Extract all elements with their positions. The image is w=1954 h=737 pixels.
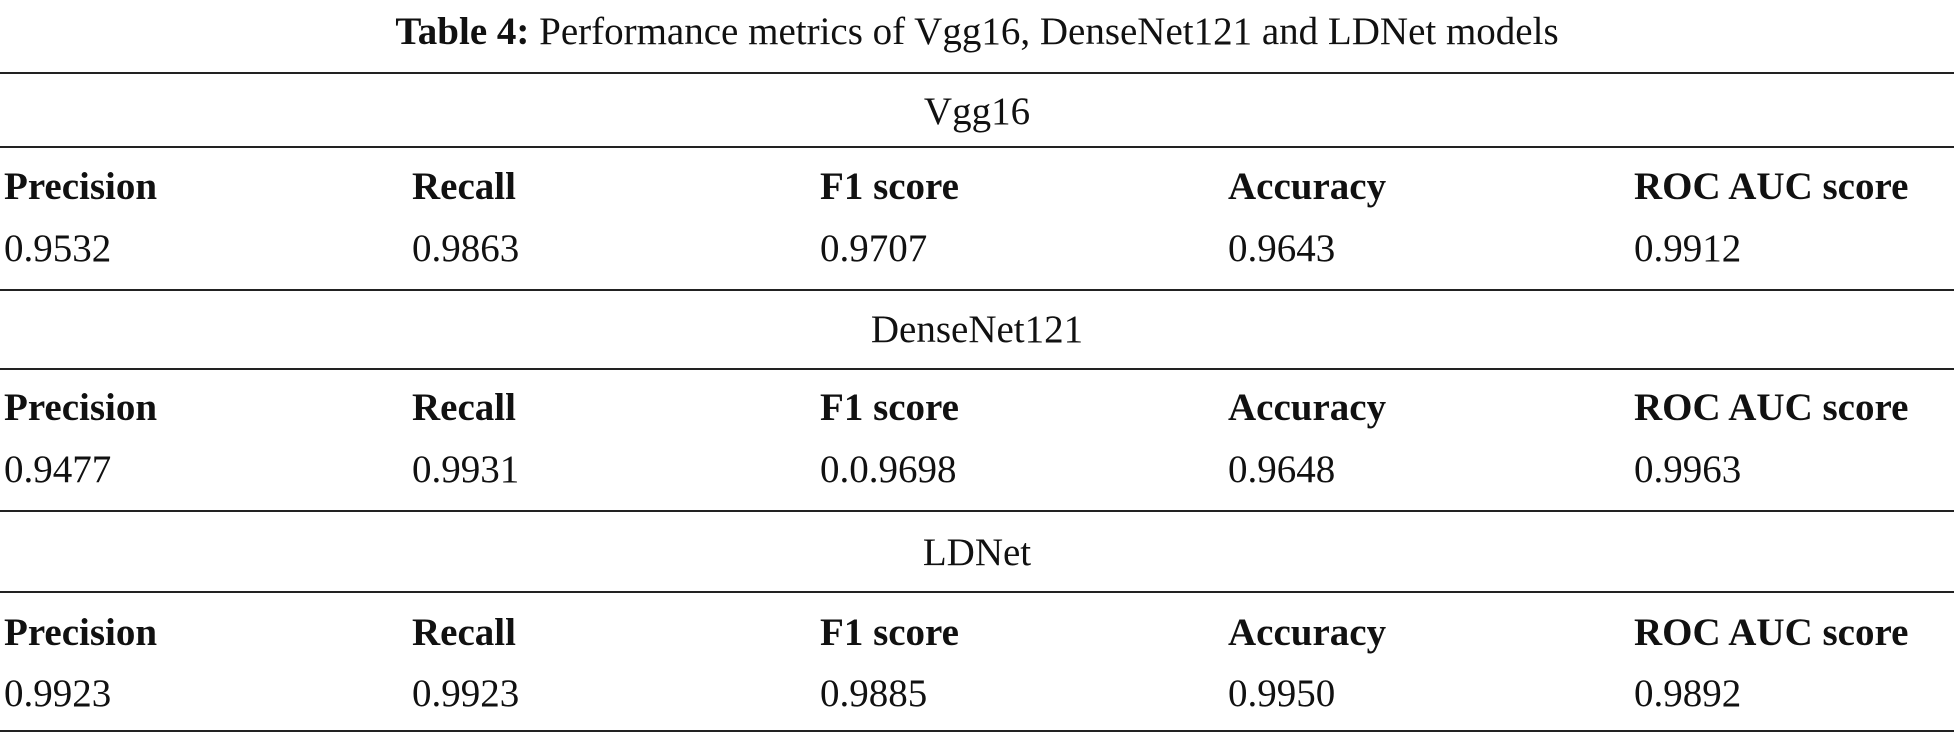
value-vgg16-roc-auc-score: 0.9912: [1634, 227, 1742, 270]
column-header-f1-score: F1 score: [820, 611, 959, 654]
table-top-rule: [0, 72, 1954, 74]
table-caption-text: Performance metrics of Vgg16, DenseNet12…: [539, 10, 1559, 53]
value-ldnet-recall: 0.9923: [412, 672, 520, 715]
group-separator-rule-2: [0, 510, 1954, 512]
value-densenet121-recall: 0.9931: [412, 448, 520, 491]
group-title-vgg16: Vgg16: [923, 90, 1031, 133]
value-ldnet-precision: 0.9923: [4, 672, 112, 715]
table-caption: Table 4: Performance metrics of Vgg16, D…: [0, 8, 1954, 66]
column-header-recall: Recall: [412, 611, 516, 654]
value-vgg16-f1-score: 0.9707: [820, 227, 928, 270]
value-densenet121-precision: 0.9477: [4, 448, 112, 491]
column-header-accuracy: Accuracy: [1228, 165, 1387, 208]
group-rule-vgg16: [0, 146, 1954, 148]
value-densenet121-f1-score: 0.0.9698: [820, 448, 957, 491]
column-header-f1-score: F1 score: [820, 165, 959, 208]
group-title-densenet121: DenseNet121: [870, 308, 1084, 351]
table-bottom-rule: [0, 730, 1954, 732]
value-vgg16-precision: 0.9532: [4, 227, 112, 270]
column-header-roc-auc-score: ROC AUC score: [1634, 386, 1909, 429]
value-ldnet-f1-score: 0.9885: [820, 672, 928, 715]
column-header-recall: Recall: [412, 165, 516, 208]
value-densenet121-roc-auc-score: 0.9963: [1634, 448, 1742, 491]
group-rule-densenet121: [0, 368, 1954, 370]
table-caption-label: Table 4:: [395, 10, 530, 53]
column-header-accuracy: Accuracy: [1228, 611, 1387, 654]
group-rule-ldnet: [0, 591, 1954, 593]
value-densenet121-accuracy: 0.9648: [1228, 448, 1336, 491]
column-header-precision: Precision: [4, 386, 158, 429]
column-header-precision: Precision: [4, 611, 158, 654]
column-header-roc-auc-score: ROC AUC score: [1634, 165, 1909, 208]
value-vgg16-accuracy: 0.9643: [1228, 227, 1336, 270]
column-header-roc-auc-score: ROC AUC score: [1634, 611, 1909, 654]
column-header-precision: Precision: [4, 165, 158, 208]
group-separator-rule-1: [0, 289, 1954, 291]
column-header-f1-score: F1 score: [820, 386, 959, 429]
value-ldnet-accuracy: 0.9950: [1228, 672, 1336, 715]
column-header-recall: Recall: [412, 386, 516, 429]
group-title-ldnet: LDNet: [922, 531, 1032, 574]
column-header-accuracy: Accuracy: [1228, 386, 1387, 429]
value-ldnet-roc-auc-score: 0.9892: [1634, 672, 1742, 715]
value-vgg16-recall: 0.9863: [412, 227, 520, 270]
